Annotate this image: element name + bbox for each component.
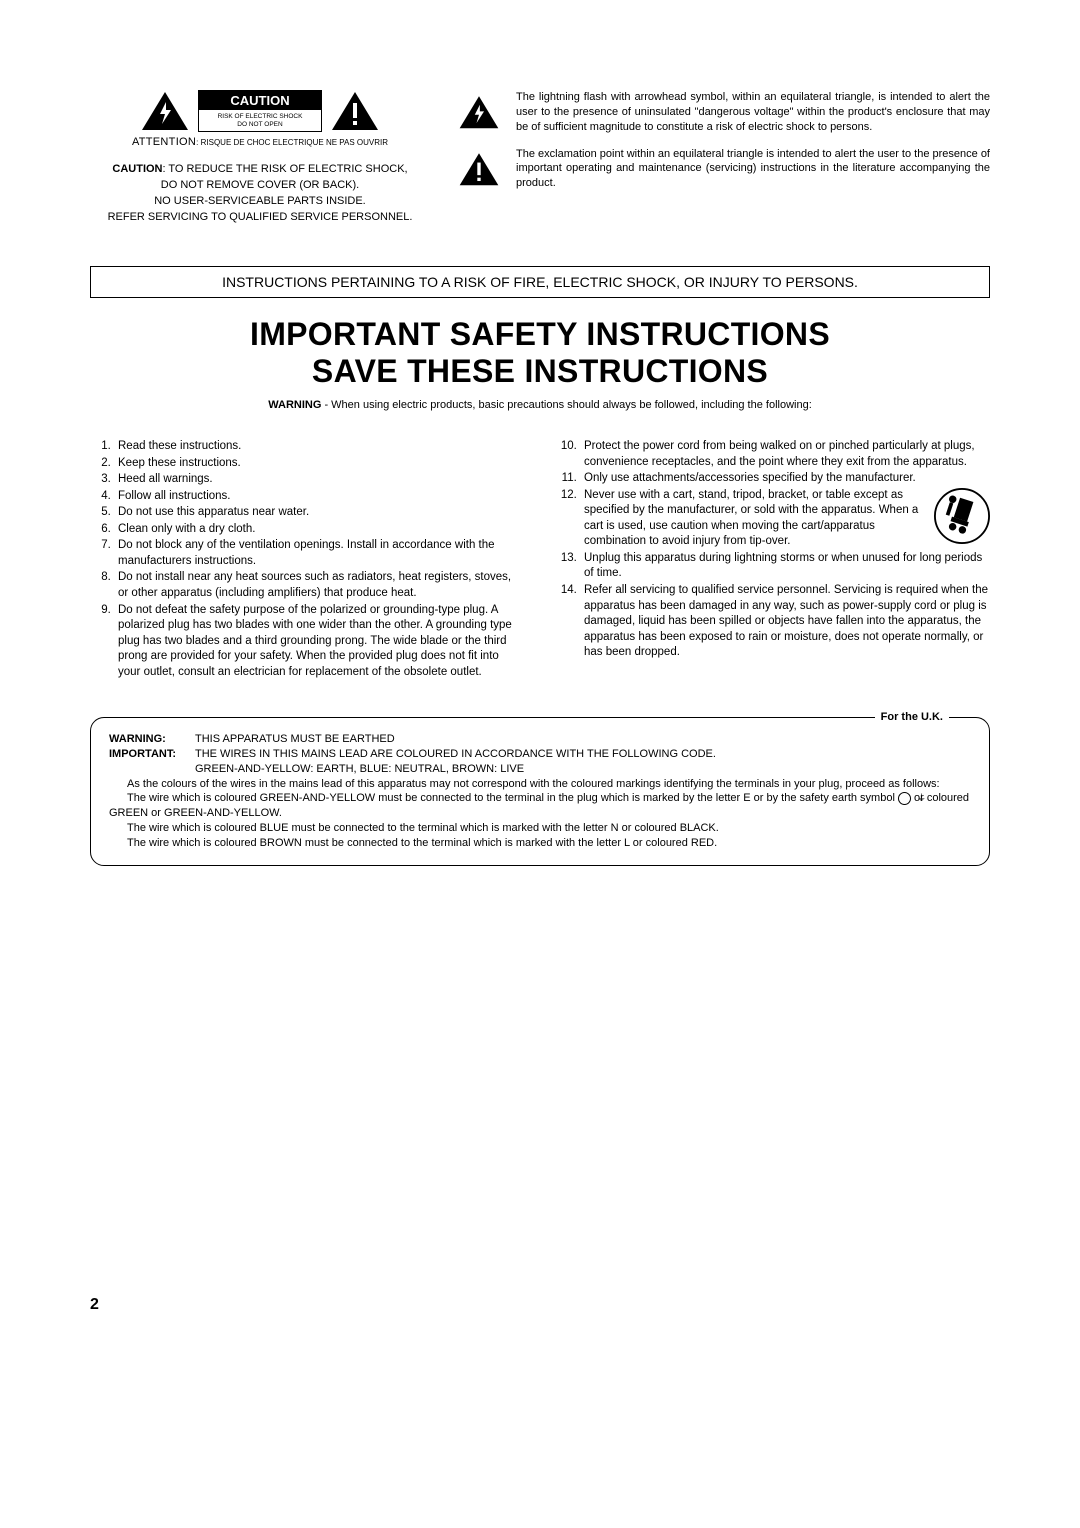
lightning-triangle-icon [140, 90, 190, 132]
uk-para-1: As the colours of the wires in the mains… [109, 777, 971, 792]
uk-important-text: THE WIRES IN THIS MAINS LEAD ARE COLOURE… [195, 747, 716, 777]
exclamation-triangle-icon [330, 90, 380, 132]
uk-box: For the U.K. WARNING: THIS APPARATUS MUS… [90, 717, 990, 866]
caution-block: CAUTION RISK OF ELECTRIC SHOCK DO NOT OP… [90, 90, 430, 226]
list-item: Read these instructions. [114, 439, 524, 455]
caution-bold: CAUTION [112, 163, 162, 175]
list-item: Heed all warnings. [114, 472, 524, 488]
caution-center-box: CAUTION RISK OF ELECTRIC SHOCK DO NOT OP… [198, 90, 322, 131]
uk-para-3: The wire which is coloured BLUE must be … [109, 821, 971, 836]
uk-important-txt1: THE WIRES IN THIS MAINS LEAD ARE COLOURE… [195, 748, 716, 760]
caution-header: CAUTION [199, 91, 321, 110]
caution-body3: NO USER-SERVICEABLE PARTS INSIDE. [154, 195, 366, 207]
title-line-1: IMPORTANT SAFETY INSTRUCTIONS [250, 316, 830, 352]
caution-sub2: DO NOT OPEN [237, 121, 282, 128]
warning-bold: WARNING [268, 399, 321, 411]
list-item: Do not use this apparatus near water. [114, 505, 524, 521]
list-item: Unplug this apparatus during lightning s… [580, 551, 990, 582]
instruction-columns: Read these instructions. Keep these inst… [90, 439, 990, 681]
list-item: Do not block any of the ventilation open… [114, 538, 524, 569]
left-column: Read these instructions. Keep these inst… [90, 439, 524, 681]
list-item: Keep these instructions. [114, 456, 524, 472]
right-list: Protect the power cord from being walked… [556, 439, 990, 660]
symbol-row-1: The lightning flash with arrowhead symbo… [458, 90, 990, 135]
right-column: Protect the power cord from being walked… [556, 439, 990, 681]
list-item: Protect the power cord from being walked… [580, 439, 990, 470]
uk-para-2: The wire which is coloured GREEN-AND-YEL… [109, 791, 971, 821]
uk-warning-text: THIS APPARATUS MUST BE EARTHED [195, 732, 395, 747]
list-item-text: Never use with a cart, stand, tripod, br… [584, 489, 918, 548]
caution-strip: CAUTION RISK OF ELECTRIC SHOCK DO NOT OP… [90, 90, 430, 132]
list-item: Do not install near any heat sources suc… [114, 570, 524, 601]
list-item: Clean only with a dry cloth. [114, 522, 524, 538]
uk-label: For the U.K. [875, 710, 949, 725]
caution-body4: REFER SERVICING TO QUALIFIED SERVICE PER… [108, 211, 413, 223]
list-item: Do not defeat the safety purpose of the … [114, 603, 524, 681]
earth-symbol-icon: ⏚ [898, 792, 911, 805]
list-item: Never use with a cart, stand, tripod, br… [580, 488, 990, 550]
page-number: 2 [90, 1296, 990, 1314]
attention-line: ATTENTION: RISQUE DE CHOC ELECTRIQUE NE … [90, 136, 430, 148]
symbol-row-2: The exclamation point within an equilate… [458, 147, 990, 192]
exclamation-triangle-icon [458, 147, 500, 192]
instructions-box: INSTRUCTIONS PERTAINING TO A RISK OF FIR… [90, 266, 990, 298]
attention-label: ATTENTION [132, 136, 196, 148]
caution-text-block: CAUTION: TO REDUCE THE RISK OF ELECTRIC … [90, 162, 430, 226]
caution-sub1: RISK OF ELECTRIC SHOCK [218, 113, 303, 120]
list-item: Refer all servicing to qualified service… [580, 583, 990, 661]
attention-rest: : RISQUE DE CHOC ELECTRIQUE NE PAS OUVRI… [196, 138, 388, 147]
caution-body1: : TO REDUCE THE RISK OF ELECTRIC SHOCK, [163, 163, 408, 175]
top-row: CAUTION RISK OF ELECTRIC SHOCK DO NOT OP… [90, 90, 990, 226]
cart-tipping-icon [934, 488, 990, 544]
main-title: IMPORTANT SAFETY INSTRUCTIONS SAVE THESE… [90, 316, 990, 390]
list-item: Follow all instructions. [114, 489, 524, 505]
warning-line: WARNING - When using electric products, … [90, 399, 990, 411]
caution-sub: RISK OF ELECTRIC SHOCK DO NOT OPEN [199, 110, 321, 130]
caution-body2: DO NOT REMOVE COVER (OR BACK). [161, 179, 359, 191]
uk-important-txt2: GREEN-AND-YELLOW: EARTH, BLUE: NEUTRAL, … [195, 763, 524, 775]
lightning-triangle-icon [458, 90, 500, 135]
list-item: Only use attachments/accessories specifi… [580, 471, 990, 487]
uk-important-line: IMPORTANT: THE WIRES IN THIS MAINS LEAD … [109, 747, 971, 777]
uk-p2a: The wire which is coloured GREEN-AND-YEL… [127, 792, 898, 804]
symbol-text-1: The lightning flash with arrowhead symbo… [516, 90, 990, 135]
left-list: Read these instructions. Keep these inst… [90, 439, 524, 680]
warning-rest: - When using electric products, basic pr… [321, 399, 811, 411]
uk-para-4: The wire which is coloured BROWN must be… [109, 836, 971, 851]
uk-warning-line: WARNING: THIS APPARATUS MUST BE EARTHED [109, 732, 971, 747]
uk-important-label: IMPORTANT: [109, 747, 195, 777]
title-line-2: SAVE THESE INSTRUCTIONS [312, 353, 768, 389]
symbol-desc-block: The lightning flash with arrowhead symbo… [458, 90, 990, 203]
uk-warning-label: WARNING: [109, 732, 195, 747]
symbol-text-2: The exclamation point within an equilate… [516, 147, 990, 192]
